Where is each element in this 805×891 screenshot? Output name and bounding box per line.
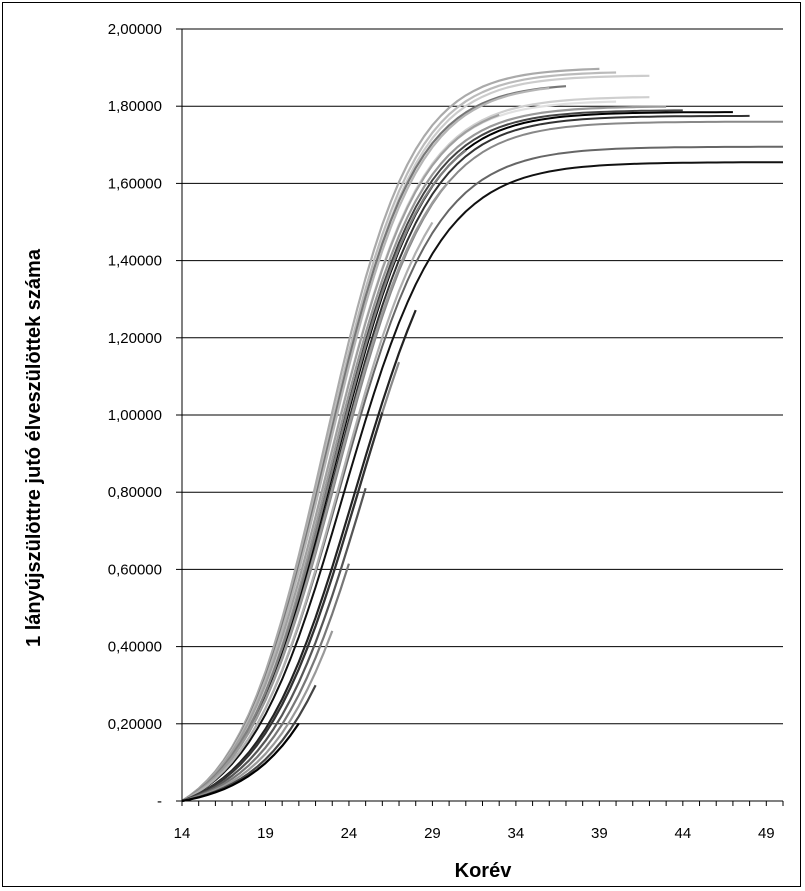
series-line (181, 111, 733, 802)
series-line (181, 87, 550, 802)
x-tick-labels: 14 19 24 29 34 39 44 49 (174, 825, 775, 842)
y-tick-label: 1,00000 (108, 407, 162, 424)
series-line (181, 161, 784, 802)
y-tick-label: 0,60000 (108, 561, 162, 578)
series-line (181, 113, 500, 802)
x-axis-title: Korév (455, 860, 513, 882)
y-axis-title: 1 lányújszülöttre jutó élveszülöttek szá… (23, 248, 45, 647)
series-line (181, 74, 650, 802)
x-tick-label: 24 (341, 825, 358, 842)
y-tick-label: 2,00000 (108, 21, 162, 38)
y-tick-label: 0,20000 (108, 716, 162, 733)
y-tick-label: 1,20000 (108, 330, 162, 347)
series-line (181, 722, 300, 803)
y-tick-label: 0,40000 (108, 639, 162, 656)
x-tick-label: 49 (758, 825, 775, 842)
series-line (181, 221, 434, 802)
y-tick-label: - (157, 793, 162, 810)
series-line (181, 67, 600, 802)
series-line (181, 487, 367, 803)
y-tick-labels: - 0,20000 0,40000 0,60000 0,80000 1,00000 1,20… (108, 21, 162, 810)
series-line (181, 180, 450, 802)
y-tick-label: 1,80000 (108, 98, 162, 115)
x-tick-label: 34 (508, 825, 525, 842)
x-tick-label: 39 (591, 825, 608, 842)
y-tick-label: 0,80000 (108, 484, 162, 501)
gridlines (182, 28, 783, 725)
x-tick-label: 44 (674, 825, 691, 842)
y-tick-label: 1,60000 (108, 175, 162, 192)
series-line (181, 149, 467, 802)
series-line (181, 412, 384, 803)
x-tick-label: 19 (257, 825, 274, 842)
y-tick-label: 1,40000 (108, 253, 162, 270)
series-lines (181, 67, 784, 803)
axes (176, 28, 784, 806)
x-tick-label: 14 (174, 825, 191, 842)
series-line (181, 85, 567, 802)
series-line (181, 105, 667, 802)
x-tick-label: 29 (424, 825, 441, 842)
